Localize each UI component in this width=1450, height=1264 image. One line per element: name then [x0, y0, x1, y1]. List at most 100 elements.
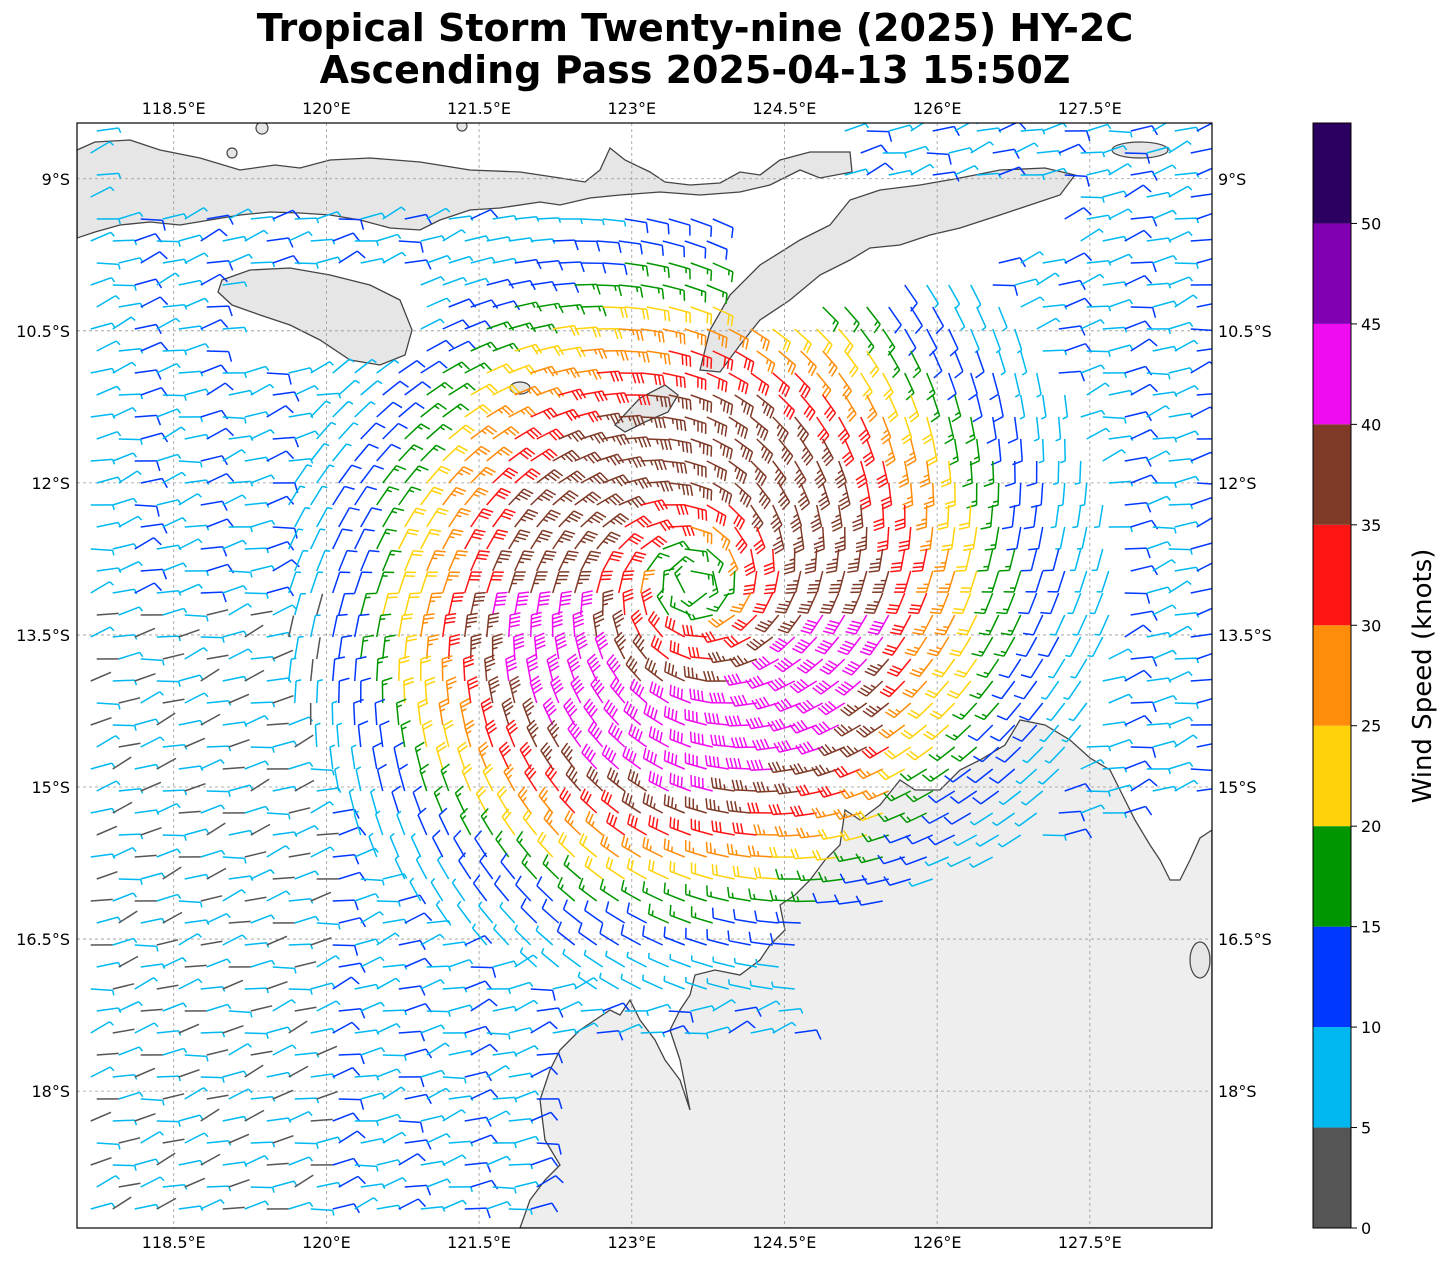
wind-barb [1168, 625, 1193, 638]
wind-barb [1050, 614, 1066, 636]
wind-barb [360, 380, 383, 396]
wind-barb [984, 526, 1000, 551]
wind-barb [492, 384, 521, 396]
wind-barb [1064, 174, 1090, 187]
wind-barb [426, 507, 449, 528]
wind-barb [368, 832, 378, 858]
wind-barb [629, 678, 648, 704]
wind-barb [288, 988, 313, 995]
wind-barb [134, 582, 163, 594]
wind-barb [331, 656, 346, 682]
wind-barb [884, 438, 896, 467]
wind-barb [981, 570, 1000, 593]
wind-barb [752, 781, 779, 793]
wind-barb [310, 485, 328, 506]
wind-barb [200, 318, 229, 330]
wind-barb [558, 550, 579, 572]
wind-barb [376, 1204, 402, 1211]
wind-barb [1013, 372, 1021, 398]
wind-barb [1037, 636, 1060, 658]
wind-barb [244, 456, 270, 463]
wind-barb [748, 931, 773, 946]
lat-tick-label-right: 13.5°S [1218, 626, 1272, 645]
wind-barb [1033, 416, 1040, 442]
wind-barb [992, 284, 1019, 296]
wind-barb [627, 813, 648, 836]
wind-barb [600, 834, 620, 858]
wind-barb [475, 785, 488, 814]
wind-barb [624, 515, 652, 528]
wind-barb [844, 306, 860, 333]
wind-barb [833, 894, 861, 905]
wind-barb [574, 570, 592, 594]
wind-barb [90, 716, 112, 726]
wind-barb [505, 719, 518, 748]
colorbar-bin [1313, 524, 1351, 626]
wind-barb [974, 592, 994, 615]
wind-barb [662, 540, 691, 551]
wind-barb [734, 1006, 762, 1017]
wind-barb [140, 1131, 164, 1144]
wind-barb [96, 825, 118, 836]
wind-barb [420, 1024, 446, 1034]
wind-barb [426, 1178, 452, 1188]
wind-barb [772, 1021, 797, 1034]
wind-barb [471, 923, 488, 946]
wind-barb [360, 592, 377, 616]
wind-barb [1152, 254, 1178, 264]
wind-barb [382, 1176, 407, 1188]
wind-barb [134, 627, 156, 638]
wind-barb [965, 416, 976, 445]
wind-barb [178, 493, 202, 506]
wind-barb [1020, 548, 1038, 572]
wind-barb [134, 1022, 159, 1034]
wind-barb [463, 612, 478, 638]
wind-barb [426, 297, 451, 308]
wind-barb [723, 635, 752, 648]
small-island [1189, 941, 1211, 979]
wind-barb [574, 240, 601, 252]
wind-barb [310, 1118, 333, 1122]
wind-barb [96, 1175, 120, 1188]
wind-barb [442, 445, 469, 462]
wind-barb [482, 763, 494, 792]
wind-barb [162, 258, 188, 265]
wind-barb [911, 548, 928, 573]
wind-barb [640, 328, 665, 343]
wind-barb [910, 123, 933, 132]
wind-barb [228, 208, 253, 220]
wind-barb [668, 1010, 694, 1023]
wind-barb [932, 350, 943, 379]
wind-barb [206, 867, 227, 880]
wind-barb [350, 744, 357, 770]
wind-barb [360, 549, 380, 572]
wind-barb [1174, 384, 1199, 396]
wind-barb [774, 657, 802, 673]
wind-barb [360, 212, 386, 220]
wind-barb [206, 654, 229, 660]
wind-barb [883, 876, 911, 886]
wind-barb [924, 856, 950, 867]
wind-barb [866, 130, 893, 142]
wind-barb [178, 628, 200, 638]
wind-barb [492, 426, 520, 440]
wind-barb [888, 306, 902, 334]
wind-barb [746, 636, 774, 651]
wind-barb [1086, 427, 1111, 440]
wind-barb [1130, 338, 1158, 352]
wind-barb [382, 592, 399, 616]
wind-barb [491, 633, 503, 660]
wind-barb [924, 680, 950, 699]
wind-barb [310, 846, 335, 858]
wind-barb [683, 666, 707, 682]
wind-barb [294, 870, 320, 880]
wind-barb [585, 811, 604, 836]
wind-barb [727, 886, 751, 902]
wind-barb [354, 358, 377, 374]
wind-barb [690, 482, 713, 501]
wind-barb [90, 1066, 115, 1078]
wind-barb [425, 634, 439, 660]
wind-barb [866, 306, 881, 334]
wind-barb [690, 394, 713, 413]
wind-barb [96, 612, 119, 616]
